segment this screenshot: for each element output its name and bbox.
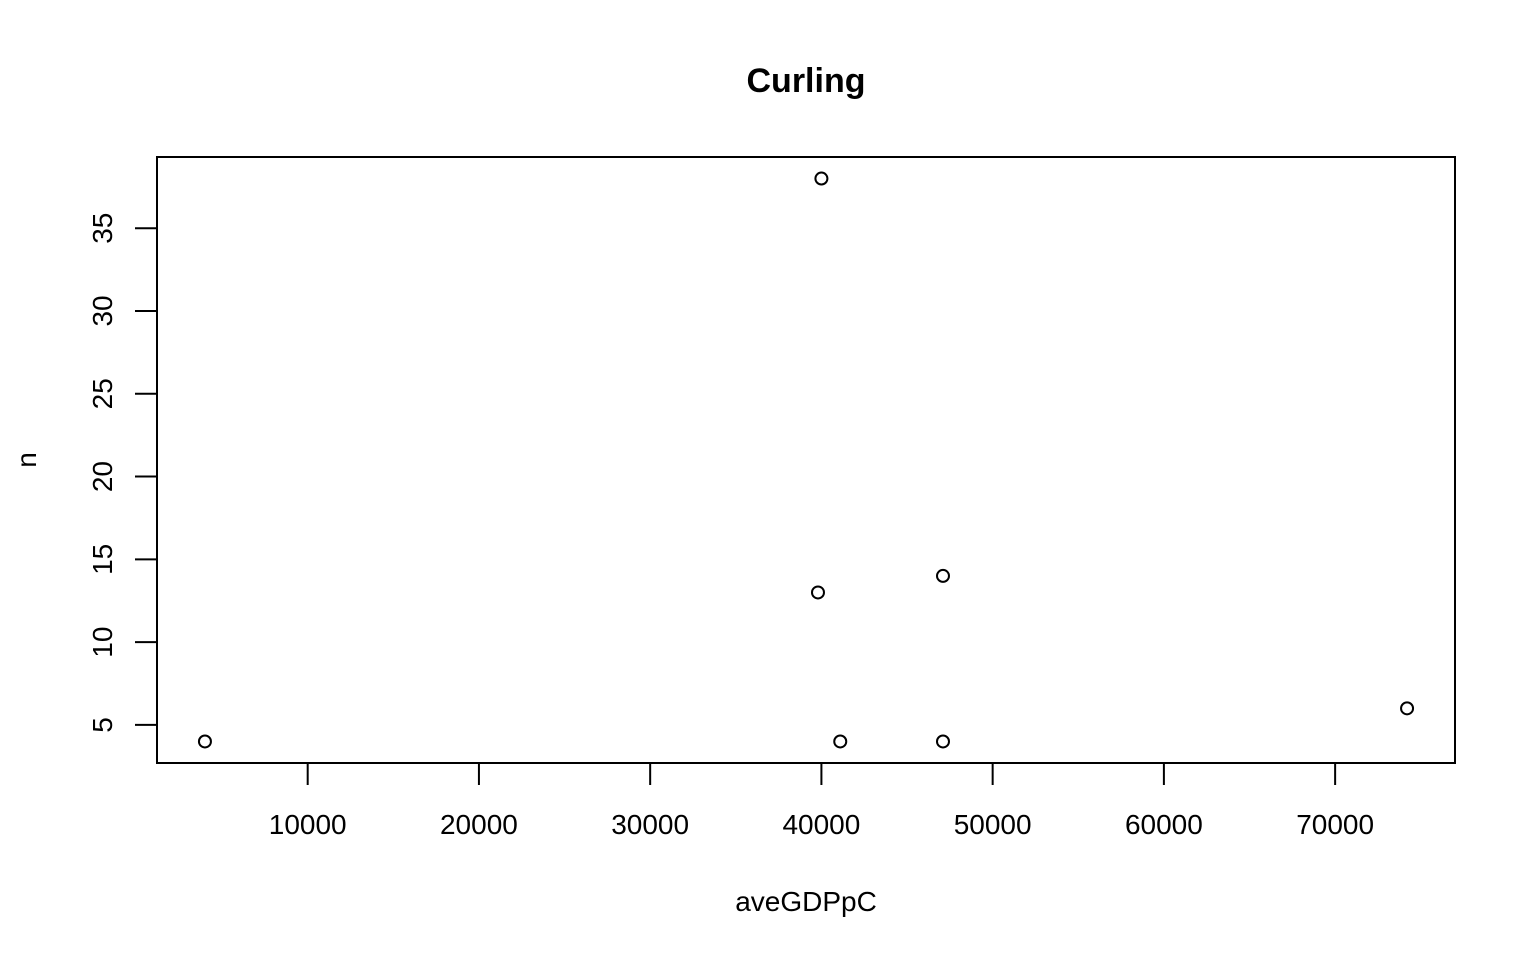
x-tick-label: 20000 — [440, 809, 518, 840]
y-tick-label: 35 — [87, 213, 118, 244]
data-points — [197, 171, 1415, 749]
x-axis-label: aveGDPpC — [735, 886, 877, 917]
data-point — [1400, 701, 1415, 716]
y-tick-label: 25 — [87, 378, 118, 409]
data-point — [935, 568, 950, 583]
data-point — [197, 734, 212, 749]
x-tick-label: 30000 — [611, 809, 689, 840]
y-tick-label: 20 — [87, 461, 118, 492]
y-tick-label: 5 — [87, 717, 118, 733]
data-point — [833, 734, 848, 749]
x-tick-label: 60000 — [1125, 809, 1203, 840]
x-axis: 10000 20000 30000 40000 50000 60000 70000 — [269, 762, 1374, 840]
data-point — [810, 585, 825, 600]
y-tick-label: 15 — [87, 544, 118, 575]
y-tick-label: 10 — [87, 627, 118, 658]
plot-frame — [156, 156, 1456, 764]
y-axis-label: n — [11, 452, 42, 468]
data-point — [814, 171, 829, 186]
x-tick-label: 10000 — [269, 809, 347, 840]
y-tick-label: 30 — [87, 295, 118, 326]
y-axis: 5 10 15 20 25 30 35 — [87, 213, 158, 733]
x-tick-label: 70000 — [1296, 809, 1374, 840]
x-tick-label: 50000 — [954, 809, 1032, 840]
chart-title: Curling — [747, 62, 866, 100]
x-tick-label: 40000 — [782, 809, 860, 840]
data-point — [935, 734, 950, 749]
